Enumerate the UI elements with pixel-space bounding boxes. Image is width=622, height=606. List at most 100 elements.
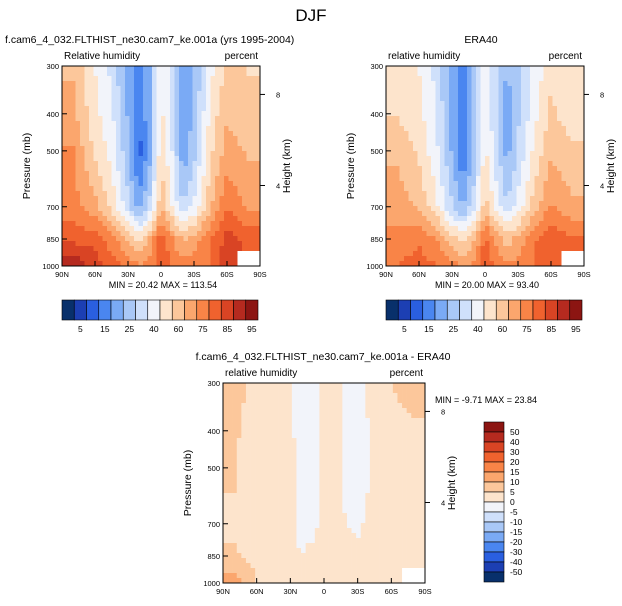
heatmap-cell bbox=[328, 393, 334, 399]
heatmap-cell bbox=[98, 221, 103, 227]
heatmap-cell bbox=[224, 191, 229, 197]
heatmap-cell bbox=[413, 241, 418, 247]
heatmap-cell bbox=[183, 211, 189, 217]
heatmap-cell bbox=[236, 423, 242, 429]
heatmap-cell bbox=[242, 216, 247, 222]
heatmap-cell bbox=[390, 161, 396, 167]
heatmap-cell bbox=[71, 96, 76, 102]
heatmap-cell bbox=[337, 493, 343, 499]
heatmap-cell bbox=[223, 408, 228, 414]
heatmap-cell bbox=[420, 438, 426, 444]
heatmap-cell bbox=[521, 126, 526, 132]
heatmap-cell bbox=[390, 221, 396, 227]
heatmap-cell bbox=[111, 101, 117, 107]
heatmap-cell bbox=[143, 161, 148, 167]
heatmap-cell bbox=[494, 256, 499, 262]
heatmap-cell bbox=[471, 201, 477, 207]
heatmap-cell bbox=[319, 403, 325, 409]
heatmap-cell bbox=[485, 226, 490, 232]
heatmap-cell bbox=[471, 166, 477, 172]
heatmap-cell bbox=[192, 206, 198, 212]
heatmap-cell bbox=[210, 96, 216, 102]
heatmap-cell bbox=[161, 251, 166, 257]
heatmap-cell bbox=[480, 221, 486, 227]
heatmap-cell bbox=[386, 186, 391, 192]
heatmap-cell bbox=[245, 523, 251, 529]
heatmap-cell bbox=[161, 151, 166, 157]
heatmap-cell bbox=[397, 408, 403, 414]
heatmap-cell bbox=[489, 216, 495, 222]
heatmap-cell bbox=[287, 398, 293, 404]
heatmap-cell bbox=[161, 236, 166, 242]
heatmap-cell bbox=[402, 413, 407, 419]
heatmap-cell bbox=[170, 161, 175, 167]
heatmap-cell bbox=[392, 398, 398, 404]
heatmap-cell bbox=[116, 161, 121, 167]
heatmap-cell bbox=[575, 176, 580, 182]
heatmap-cell bbox=[75, 146, 81, 152]
heatmap-cell bbox=[215, 91, 220, 97]
heatmap-cell bbox=[561, 106, 567, 112]
heatmap-cell bbox=[575, 141, 580, 147]
heatmap-cell bbox=[420, 503, 426, 509]
heatmap-cell bbox=[413, 226, 418, 232]
heatmap-cell bbox=[165, 221, 171, 227]
heatmap-cell bbox=[374, 388, 380, 394]
heatmap-cell bbox=[241, 493, 247, 499]
heatmap-cell bbox=[273, 523, 279, 529]
heatmap-cell bbox=[138, 156, 144, 162]
heatmap-cell bbox=[360, 453, 366, 459]
heatmap-cell bbox=[333, 523, 339, 529]
heatmap-cell bbox=[552, 261, 558, 267]
heatmap-cell bbox=[411, 393, 417, 399]
heatmap-cell bbox=[392, 408, 398, 414]
heatmap-cell bbox=[444, 221, 450, 227]
heatmap-cell bbox=[197, 91, 202, 97]
heatmap-cell bbox=[147, 251, 153, 257]
heatmap-cell bbox=[346, 458, 352, 464]
heatmap-cell bbox=[233, 166, 238, 172]
heatmap-cell bbox=[480, 76, 486, 82]
heatmap-cell bbox=[431, 81, 436, 87]
heatmap-cell bbox=[89, 136, 94, 142]
heatmap-cell bbox=[102, 216, 108, 222]
heatmap-cell bbox=[228, 96, 234, 102]
heatmap-cell bbox=[467, 216, 472, 222]
heatmap-cell bbox=[232, 483, 238, 489]
heatmap-cell bbox=[107, 256, 112, 262]
heatmap-cell bbox=[494, 241, 499, 247]
heatmap-cell bbox=[476, 96, 481, 102]
heatmap-cell bbox=[120, 196, 126, 202]
heatmap-cell bbox=[224, 111, 229, 117]
heatmap-cell bbox=[420, 518, 426, 524]
heatmap-cell bbox=[183, 256, 189, 262]
x-tick-label: 60S bbox=[220, 270, 233, 279]
heatmap-cell bbox=[125, 91, 130, 97]
heatmap-cell bbox=[388, 458, 394, 464]
heatmap-cell bbox=[116, 91, 121, 97]
heatmap-cell bbox=[129, 236, 135, 242]
heatmap-cell bbox=[143, 71, 148, 77]
heatmap-cell bbox=[102, 91, 108, 97]
heatmap-cell bbox=[156, 111, 162, 117]
heatmap-cell bbox=[539, 131, 544, 137]
heatmap-cell bbox=[543, 146, 549, 152]
heatmap-cell bbox=[383, 508, 389, 514]
heatmap-cell bbox=[570, 81, 576, 87]
heatmap-cell bbox=[417, 221, 423, 227]
heatmap-cell bbox=[383, 388, 389, 394]
heatmap-cell bbox=[111, 236, 117, 242]
heatmap-cell bbox=[80, 236, 85, 242]
heatmap-cell bbox=[120, 246, 126, 252]
heatmap-cell bbox=[215, 211, 220, 217]
heatmap-cell bbox=[224, 91, 229, 97]
heatmap-cell bbox=[476, 201, 481, 207]
heatmap-cell bbox=[224, 66, 229, 72]
heatmap-cell bbox=[365, 513, 371, 519]
heatmap-cell bbox=[413, 201, 418, 207]
x-tick-label: 60N bbox=[412, 270, 426, 279]
heatmap-cell bbox=[80, 126, 85, 132]
heatmap-cell bbox=[440, 181, 445, 187]
heatmap-cell bbox=[388, 473, 394, 479]
heatmap-cell bbox=[390, 151, 396, 157]
